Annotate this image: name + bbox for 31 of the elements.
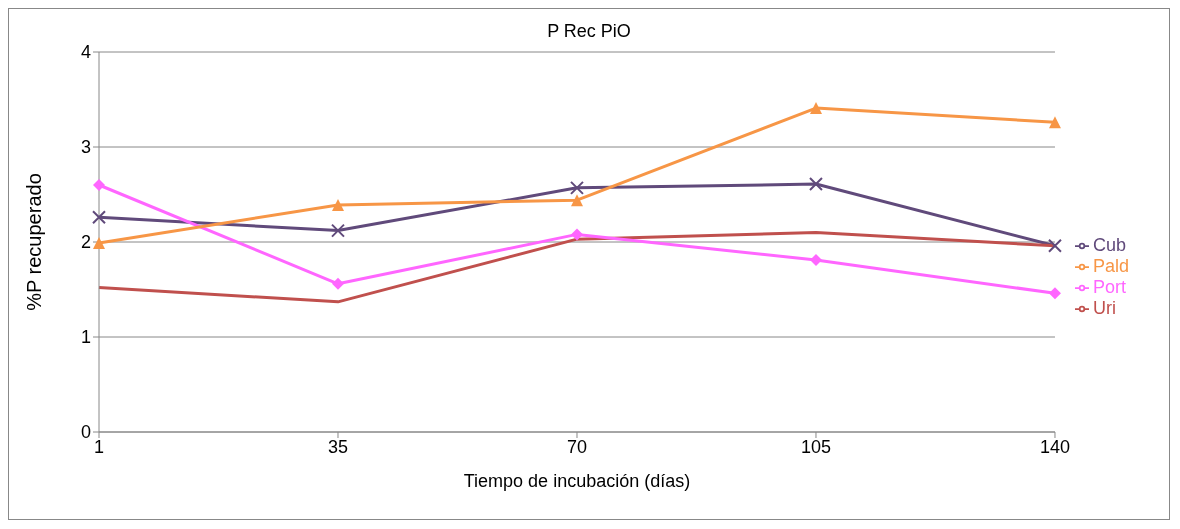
point (809, 102, 822, 115)
point (1048, 116, 1061, 129)
point (808, 177, 823, 192)
point (331, 198, 344, 211)
y-tick-label: 1 (80, 327, 91, 348)
y-tick-label: 2 (80, 232, 91, 253)
y-tick-label: 4 (80, 42, 91, 63)
point (93, 179, 105, 191)
point (569, 180, 584, 195)
point (92, 210, 106, 225)
point (331, 277, 344, 290)
legend-label: Cub (1092, 235, 1126, 255)
y-tick-label: 0 (80, 422, 91, 443)
x-tick-label: 105 (800, 436, 831, 457)
y-axis-title: %P recuperado (23, 173, 46, 311)
legend-label: Port (1092, 277, 1126, 297)
chart-title: P Rec PiO (546, 21, 632, 42)
legend-label: Pald (1092, 256, 1129, 276)
legend-label: Uri (1092, 298, 1116, 318)
point (570, 194, 583, 207)
x-tick-label: 1 (93, 436, 105, 457)
x-axis-title: Tiempo de incubación (días) (463, 471, 691, 491)
point (1047, 238, 1062, 253)
x-tick-label: 140 (1039, 436, 1070, 457)
point (330, 223, 345, 238)
y-tick-label: 3 (80, 137, 91, 158)
point (93, 236, 105, 249)
point (1048, 287, 1061, 300)
x-tick-label: 35 (327, 436, 349, 457)
point (570, 228, 583, 241)
x-tick-label: 70 (566, 436, 587, 457)
